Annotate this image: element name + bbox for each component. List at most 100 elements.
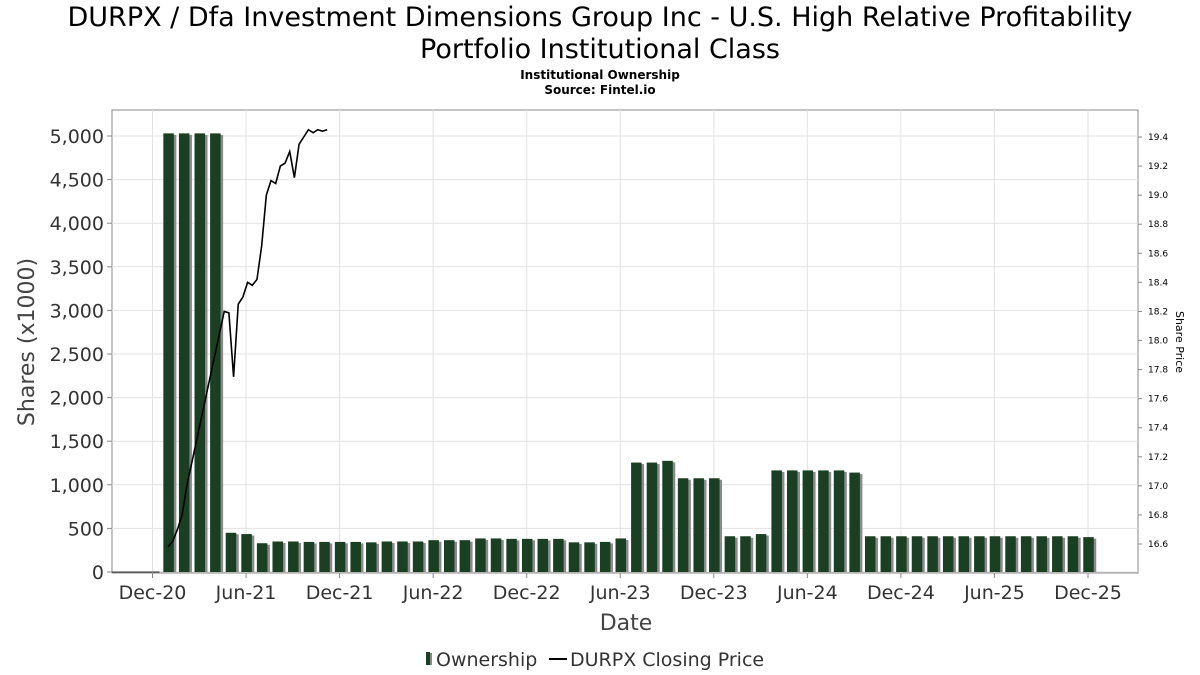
ownership-bar (974, 536, 985, 572)
y2-tick-label: 17.2 (1148, 453, 1168, 463)
x-tick-label: Jun-24 (776, 582, 838, 604)
chart-source: Source: Fintel.io (544, 83, 656, 97)
ownership-bar (584, 542, 595, 572)
ownership-bar (662, 460, 673, 572)
y2-tick-label: 18.6 (1148, 249, 1168, 259)
ownership-bar (272, 541, 283, 572)
y2-tick-label: 17.8 (1148, 366, 1168, 376)
ownership-bar (256, 543, 268, 572)
ownership-bar (397, 541, 408, 572)
ownership-bar (818, 470, 829, 572)
ownership-bar (350, 541, 361, 572)
ownership-bar (693, 478, 704, 572)
right-axis-ticks: 16.6 16.8 17.0 17.2 17.4 17.6 17.8 18.0 18.2 18.4… (1138, 133, 1168, 550)
y-tick-label: 5,000 (50, 126, 104, 148)
ownership-bars (112, 133, 1097, 573)
y-tick-label: 2,000 (50, 388, 104, 410)
ownership-bar (412, 541, 424, 572)
legend-item-ownership: Ownership (436, 649, 537, 671)
ownership-bar (475, 538, 486, 572)
y-axis-label: Shares (x1000) (15, 258, 40, 426)
ownership-bar (381, 541, 393, 572)
bar-swatch-icon (426, 652, 430, 665)
x-tick-label: Dec-23 (680, 582, 748, 604)
ownership-bar (942, 536, 954, 572)
ownership-bar (833, 470, 845, 572)
ownership-bar (709, 478, 720, 572)
ownership-bar (615, 538, 626, 572)
chart-subtitle: Institutional Ownership (520, 68, 680, 82)
bar-swatch-shadow (430, 653, 432, 665)
ownership-bar (864, 536, 876, 572)
ownership-bar (553, 538, 564, 572)
ownership-bar (521, 538, 533, 572)
ownership-bar (1083, 537, 1094, 572)
y2-axis-label: Share Price (1173, 311, 1186, 373)
y-tick-label: 2,500 (50, 344, 104, 366)
x-tick-label: Dec-25 (1054, 582, 1122, 604)
ownership-bar (771, 470, 782, 572)
ownership-bar (194, 133, 206, 572)
x-axis-ticks: Dec-20 Jun-21 Dec-21 Jun-22 Dec-22 Jun-23 Dec-… (119, 573, 1122, 604)
y2-tick-label: 17.0 (1148, 482, 1168, 492)
ownership-bar (849, 472, 860, 572)
y-tick-label: 3,500 (50, 257, 104, 279)
ownership-bar (958, 536, 970, 572)
left-axis-ticks: 0 500 1,000 1,500 2,000 2,500 3,000 3,500 4,000 4… (50, 126, 112, 584)
y2-tick-label: 17.4 (1148, 424, 1168, 434)
y2-tick-label: 17.6 (1148, 395, 1168, 405)
x-tick-label: Dec-24 (867, 582, 935, 604)
ownership-bar (896, 536, 907, 572)
ownership-bar (802, 470, 814, 572)
ownership-bar (428, 540, 439, 572)
ownership-bar (178, 133, 190, 572)
y2-tick-label: 18.4 (1148, 278, 1168, 288)
x-tick-label: Dec-21 (306, 582, 374, 604)
ownership-bar (880, 536, 892, 572)
y2-tick-label: 19.2 (1148, 162, 1168, 172)
plot-area (111, 109, 1139, 574)
x-tick-label: Dec-22 (493, 582, 561, 604)
ownership-bar (163, 133, 174, 572)
ownership-bar (1052, 536, 1063, 572)
legend-item-price: DURPX Closing Price (570, 649, 764, 671)
x-axis-label: Date (600, 611, 653, 636)
legend: Ownership DURPX Closing Price (426, 649, 764, 671)
ownership-bar (443, 540, 455, 572)
ownership-bar (677, 478, 689, 572)
ownership-bar (537, 538, 549, 572)
ownership-bar (646, 462, 658, 572)
x-tick-label: Jun-22 (402, 582, 464, 604)
y2-tick-label: 16.6 (1148, 540, 1168, 550)
ownership-bar (459, 540, 471, 572)
ownership-bar (911, 536, 923, 572)
ownership-bar (506, 538, 517, 572)
price-line (167, 128, 328, 548)
y2-tick-label: 18.0 (1148, 337, 1168, 347)
ownership-bar (631, 462, 642, 572)
y-tick-label: 1,000 (50, 475, 104, 497)
chart-subtitle-block: Institutional Ownership Source: Fintel.i… (0, 68, 1200, 98)
y-tick-label: 0 (92, 562, 104, 584)
ownership-bar (740, 536, 751, 572)
ownership-bar (1020, 536, 1032, 572)
y2-tick-label: 19.0 (1148, 191, 1168, 201)
x-tick-label: Jun-21 (215, 582, 277, 604)
y-tick-label: 4,000 (50, 213, 104, 235)
ownership-bar (288, 541, 299, 572)
x-tick-label: Jun-23 (589, 582, 651, 604)
ownership-bar (241, 534, 252, 572)
ownership-bar (303, 541, 315, 572)
y-tick-label: 500 (68, 518, 104, 540)
ownership-bar (490, 538, 502, 572)
x-tick-label: Dec-20 (119, 582, 187, 604)
x-tick-label: Jun-25 (963, 582, 1025, 604)
ownership-bar (1036, 536, 1047, 572)
ownership-bar (787, 470, 798, 572)
y-tick-label: 4,500 (50, 170, 104, 192)
chart-title-line2: Portfolio Institutional Class (420, 34, 780, 65)
y2-tick-label: 18.2 (1148, 307, 1168, 317)
ownership-bar (366, 542, 377, 572)
y2-tick-label: 19.4 (1148, 133, 1168, 143)
